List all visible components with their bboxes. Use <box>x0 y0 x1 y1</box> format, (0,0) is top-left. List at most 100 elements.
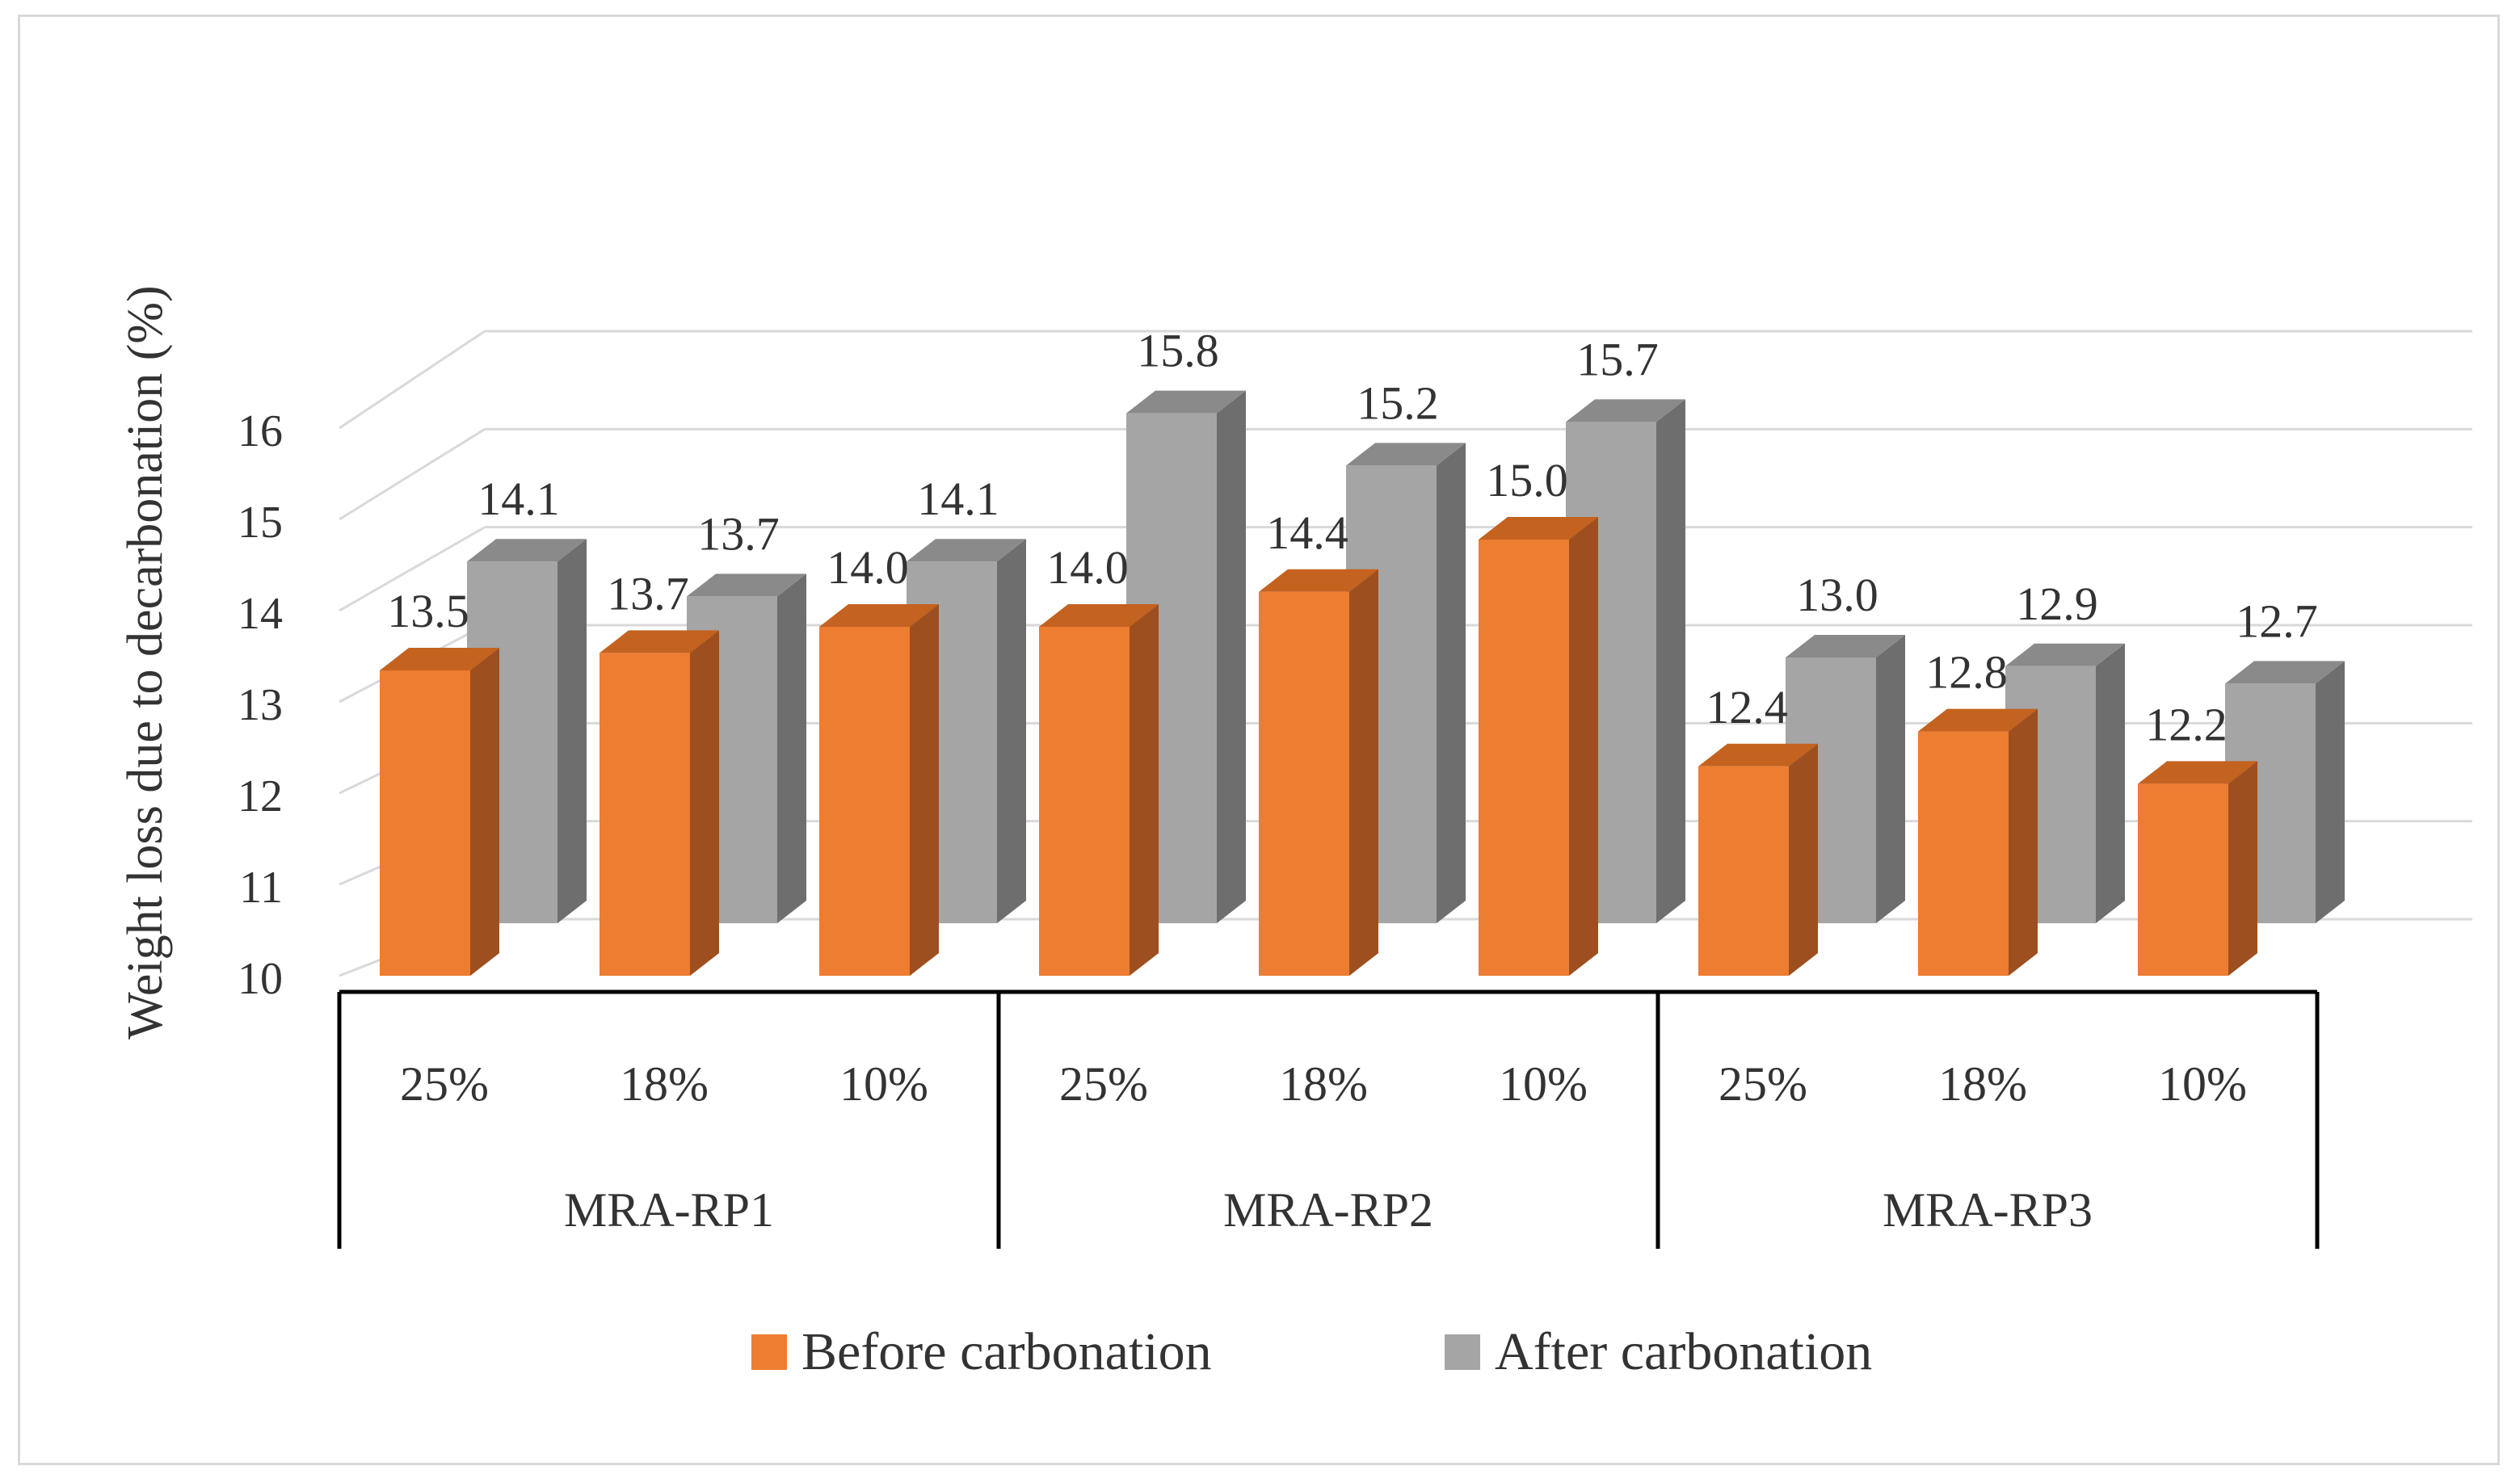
bar-side <box>690 630 719 976</box>
before-carbonation-data-label: 15.0 <box>1486 454 1568 506</box>
bar-side <box>1349 569 1378 976</box>
before-carbonation-data-label: 12.4 <box>1706 681 1788 733</box>
bar-top <box>380 648 499 670</box>
y-axis-label: Weight loss due to decarbonation (%) <box>118 285 173 1039</box>
before-carbonation-data-label: 13.5 <box>387 585 469 637</box>
bar-front <box>1039 627 1130 976</box>
bar-front <box>1918 731 2009 976</box>
bar-side <box>777 573 806 923</box>
bar-top <box>2225 661 2345 684</box>
after-carbonation-bar <box>687 573 806 923</box>
before-carbonation-bar <box>2138 761 2257 976</box>
gridline-side <box>339 526 486 612</box>
bar-side <box>1789 743 1818 976</box>
bar-top <box>1346 443 1466 466</box>
legend-label: Before carbonation <box>801 1322 1212 1381</box>
after-carbonation-data-label: 15.2 <box>1357 376 1439 429</box>
y-tick-label: 15 <box>238 498 283 548</box>
before-carbonation-data-labels: 13.5 13.7 14.0 14.0 14.4 15.0 12.4 12.8 12.2 <box>387 454 2228 750</box>
chart-frame <box>18 15 2500 1465</box>
before-carbonation-bar <box>819 604 939 976</box>
before-carbonation-bar <box>1039 604 1159 976</box>
bar-front <box>819 627 910 976</box>
bar-top <box>599 630 719 653</box>
before-carbonation-bar <box>1259 569 1378 976</box>
category-axis-table: 25% 18% 10% 25% 18% 10% 25% 18% 10% MRA-RP1 MRA-RP… <box>337 989 2320 1249</box>
bar-top <box>1698 743 1818 767</box>
gridline-side <box>339 428 486 521</box>
before-carbonation-bar <box>599 630 719 976</box>
after-carbonation-data-label: 13.7 <box>697 507 780 560</box>
after-carbonation-data-labels: 14.1 13.7 14.1 15.8 15.2 15.7 13.0 12.9 12.7 <box>477 325 2318 648</box>
bar-side <box>997 539 1026 923</box>
bar-side <box>1569 517 1598 976</box>
series-after-carbonation <box>467 390 2345 924</box>
y-axis-ticks: 10 11 12 13 14 15 16 <box>238 406 283 1004</box>
y-tick-label: 10 <box>238 954 283 1004</box>
after-carbonation-data-label: 13.0 <box>1796 569 1878 621</box>
x-tick-label: 10% <box>2158 1057 2247 1111</box>
bar-top <box>1126 390 1246 414</box>
bar-front <box>2138 784 2228 976</box>
bar-side <box>1876 635 1905 923</box>
gridline-side <box>339 330 486 430</box>
bar-top <box>467 539 587 562</box>
before-carbonation-data-label: 12.8 <box>1925 646 2008 699</box>
bar-side <box>2009 708 2038 976</box>
bar-front <box>380 670 470 976</box>
before-carbonation-bar <box>1918 708 2038 976</box>
x-tick-label: 25% <box>1059 1057 1148 1111</box>
y-tick-label: 12 <box>238 771 283 821</box>
before-carbonation-bar <box>1479 517 1598 976</box>
after-carbonation-data-label: 14.1 <box>477 473 560 525</box>
x-tick-label: 18% <box>620 1057 709 1111</box>
x-tick-label: 10% <box>1499 1057 1588 1111</box>
y-tick-label: 16 <box>238 406 283 456</box>
after-carbonation-data-label: 12.7 <box>2236 594 2318 647</box>
before-carbonation-data-label: 13.7 <box>607 567 689 620</box>
after-carbonation-data-label: 14.1 <box>917 473 999 525</box>
before-carbonation-data-label: 14.4 <box>1266 506 1348 559</box>
bar-side <box>910 604 939 976</box>
bar-top <box>1259 569 1378 592</box>
before-carbonation-bar <box>1698 743 1818 976</box>
before-carbonation-bar <box>380 648 499 976</box>
bar-side <box>1130 604 1159 976</box>
before-carbonation-data-label: 14.0 <box>1046 541 1129 594</box>
bar-top <box>2005 643 2125 666</box>
bar-top <box>2138 761 2257 784</box>
bar-front <box>1259 591 1349 976</box>
y-tick-label: 13 <box>238 680 283 730</box>
before-carbonation-data-label: 12.2 <box>2145 698 2228 750</box>
legend-swatch <box>1445 1334 1480 1370</box>
bar-top <box>819 604 939 627</box>
before-carbonation-data-label: 14.0 <box>827 541 909 594</box>
bar-front <box>1479 540 1569 976</box>
x-tick-label: 18% <box>1279 1057 1368 1111</box>
bar-side <box>1217 390 1246 924</box>
bar-side <box>2228 761 2257 976</box>
bar-front <box>1698 766 1789 976</box>
after-carbonation-data-label: 15.7 <box>1576 333 1659 385</box>
x-tick-label: 25% <box>400 1057 489 1111</box>
bar-top <box>1039 604 1159 627</box>
bar-top <box>1479 517 1598 540</box>
x-tick-label: 10% <box>839 1057 928 1111</box>
bar-side <box>557 539 587 923</box>
bar-side <box>2096 643 2125 923</box>
bar-side <box>470 648 499 976</box>
bar-front <box>599 653 690 976</box>
bar-top <box>1786 635 1905 657</box>
series-before-carbonation <box>380 517 2257 976</box>
bar-top <box>907 539 1026 562</box>
group-label: MRA-RP2 <box>1223 1183 1433 1237</box>
x-tick-label: 25% <box>1719 1057 1807 1111</box>
bar-top <box>1918 708 2038 732</box>
group-label: MRA-RP1 <box>564 1183 774 1237</box>
group-label: MRA-RP3 <box>1883 1183 2093 1237</box>
bar-side <box>2316 661 2345 923</box>
bar-top <box>1566 399 1685 422</box>
bar-side <box>1656 399 1685 923</box>
legend-label: After carbonation <box>1495 1322 1872 1381</box>
